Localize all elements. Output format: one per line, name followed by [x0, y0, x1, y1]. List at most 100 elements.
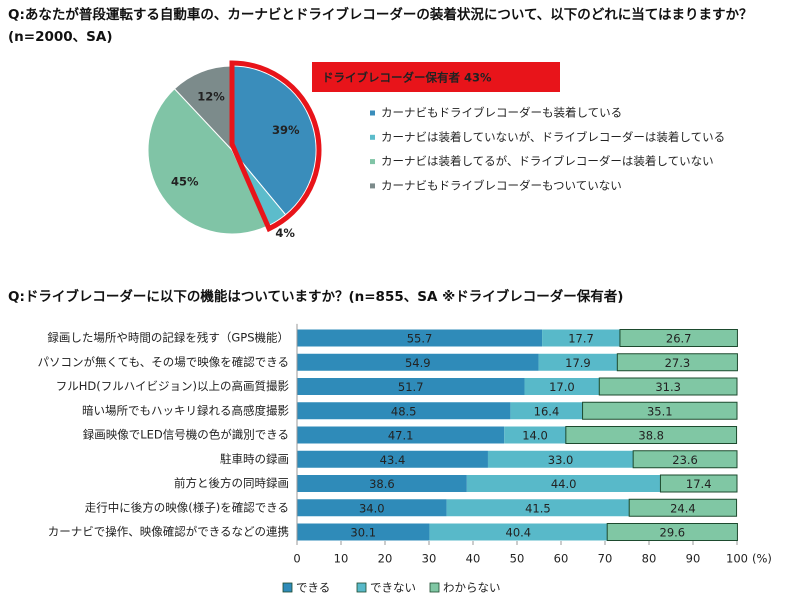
x-tick-label: 100: [726, 552, 748, 566]
value-label: 24.4: [670, 501, 696, 515]
bar-segment: [632, 450, 738, 469]
category-label: フルHD(フルハイビジョン)以上の高画質撮影: [56, 379, 290, 393]
legend-marker: [370, 110, 375, 116]
x-axis-unit: (%): [752, 552, 772, 566]
value-label: 33.0: [548, 453, 574, 467]
value-label: 44.0: [551, 477, 577, 491]
legend-label: できない: [370, 581, 416, 595]
value-label: 55.7: [407, 332, 433, 346]
value-label: 38.6: [369, 477, 395, 491]
annotation-box: [312, 62, 560, 92]
value-label: 54.9: [405, 356, 431, 370]
value-label: 17.9: [565, 356, 591, 370]
legend-label: わからない: [443, 581, 501, 595]
bar-segment: [510, 402, 583, 420]
value-label: 34.0: [359, 501, 385, 515]
bar-segment: [297, 378, 525, 395]
x-tick-label: 30: [422, 552, 437, 566]
legend-label: カーナビもドライブレコーダーもついていない: [381, 178, 622, 192]
annotation: ドライブレコーダー保有者 43%: [322, 71, 492, 85]
legend-label: カーナビは装着していないが、ドライブレコーダーは装着している: [381, 130, 725, 144]
bar-segment: [619, 329, 738, 347]
bar-segment: [606, 523, 738, 541]
bar-segment: [446, 499, 630, 517]
x-tick-label: 70: [598, 552, 613, 566]
bar-segment: [297, 353, 539, 371]
value-label: 26.7: [666, 332, 692, 346]
value-label: 23.6: [672, 453, 698, 467]
bar-segment: [659, 474, 738, 493]
value-label: 29.6: [660, 526, 686, 540]
bar-segment: [616, 353, 738, 372]
bar-segment: [297, 475, 467, 492]
legend-marker: [370, 134, 375, 140]
bar-title: Q:ドライブレコーダーに以下の機能はついていますか？(n=855、SA ※ドライ…: [8, 289, 624, 305]
value-label: 40.4: [506, 526, 532, 540]
value-label: 16.4: [534, 404, 560, 418]
value-label: 27.3: [665, 356, 691, 370]
bar-segment: [628, 498, 738, 517]
highlight-outline: [229, 60, 322, 233]
value-label: 14.0: [522, 429, 548, 443]
legend-label: できる: [296, 581, 330, 595]
category-label: 駐車時の録画: [220, 452, 289, 466]
bar-segment: [504, 426, 566, 444]
x-tick-label: 10: [334, 552, 349, 566]
pie-title: Q:あなたが普段運転する自動車の、カーナビとドライブレコーダーの装着状況について…: [8, 7, 753, 45]
value-label: 47.1: [388, 429, 414, 443]
bar-segment: [297, 402, 511, 420]
category-label: 暗い場所でもハッキリ録れる高感度撮影: [82, 403, 289, 417]
x-tick-label: 50: [510, 552, 525, 566]
bar-segment: [297, 450, 488, 468]
value-label: 48.5: [391, 404, 417, 418]
category-label: 録画した場所や時間の記録を残す（GPS機能）: [47, 331, 289, 345]
bar-segment: [582, 401, 738, 420]
value-label: 38.8: [638, 429, 664, 443]
value-label: 43.4: [380, 453, 406, 467]
bar-segment: [297, 426, 505, 444]
x-tick-label: 0: [293, 552, 300, 566]
bar-segment: [487, 450, 634, 468]
category-label: カーナビで操作、映像確認ができるなどの連携: [48, 525, 289, 539]
x-tick-label: 80: [642, 552, 657, 566]
value-label: 30.1: [350, 526, 376, 540]
value-label: 31.3: [655, 380, 681, 394]
bar-segment: [429, 523, 608, 541]
category-label: 走行中に後方の映像(様子)を確認できる: [85, 500, 289, 514]
value-label: 17.7: [568, 332, 594, 346]
bar-segment: [538, 353, 618, 371]
bar-segment: [297, 329, 543, 347]
x-tick-label: 40: [466, 552, 481, 566]
x-tick-label: 20: [378, 552, 393, 566]
legend-label: カーナビもドライブレコーダーも装着している: [381, 106, 622, 120]
bar-segment: [466, 475, 661, 492]
category-label: 前方と後方の同時録画: [174, 476, 289, 490]
pie-slice: [231, 65, 317, 216]
category-label: パソコンが無くても、その場で映像を確認できる: [37, 355, 289, 369]
value-label: 41.5: [525, 501, 551, 515]
value-label: 17.0: [549, 380, 575, 394]
x-tick-label: 90: [686, 552, 701, 566]
bar-segment: [565, 426, 738, 444]
pie-label: 12%: [197, 89, 225, 103]
legend-marker: [282, 582, 293, 593]
x-tick-label: 60: [554, 552, 569, 566]
category-label: 録画映像でLED信号機の色が識別できる: [83, 428, 289, 442]
bar-segment: [598, 377, 738, 396]
legend-marker: [356, 582, 367, 593]
legend-marker: [370, 183, 375, 189]
pie-label: 39%: [272, 123, 300, 137]
pie-slice: [147, 88, 269, 235]
value-label: 35.1: [647, 404, 673, 418]
legend-marker: [429, 582, 440, 593]
bar-segment: [297, 499, 447, 517]
bar-segment: [542, 329, 620, 347]
pie-label: 45%: [171, 175, 199, 189]
bar-segment: [297, 523, 430, 541]
legend-label: カーナビは装着してるが、ドライブレコーダーは装着していない: [381, 154, 714, 168]
bar-segment: [524, 378, 600, 395]
value-label: 17.4: [686, 477, 712, 491]
pie-label: 4%: [275, 226, 295, 240]
